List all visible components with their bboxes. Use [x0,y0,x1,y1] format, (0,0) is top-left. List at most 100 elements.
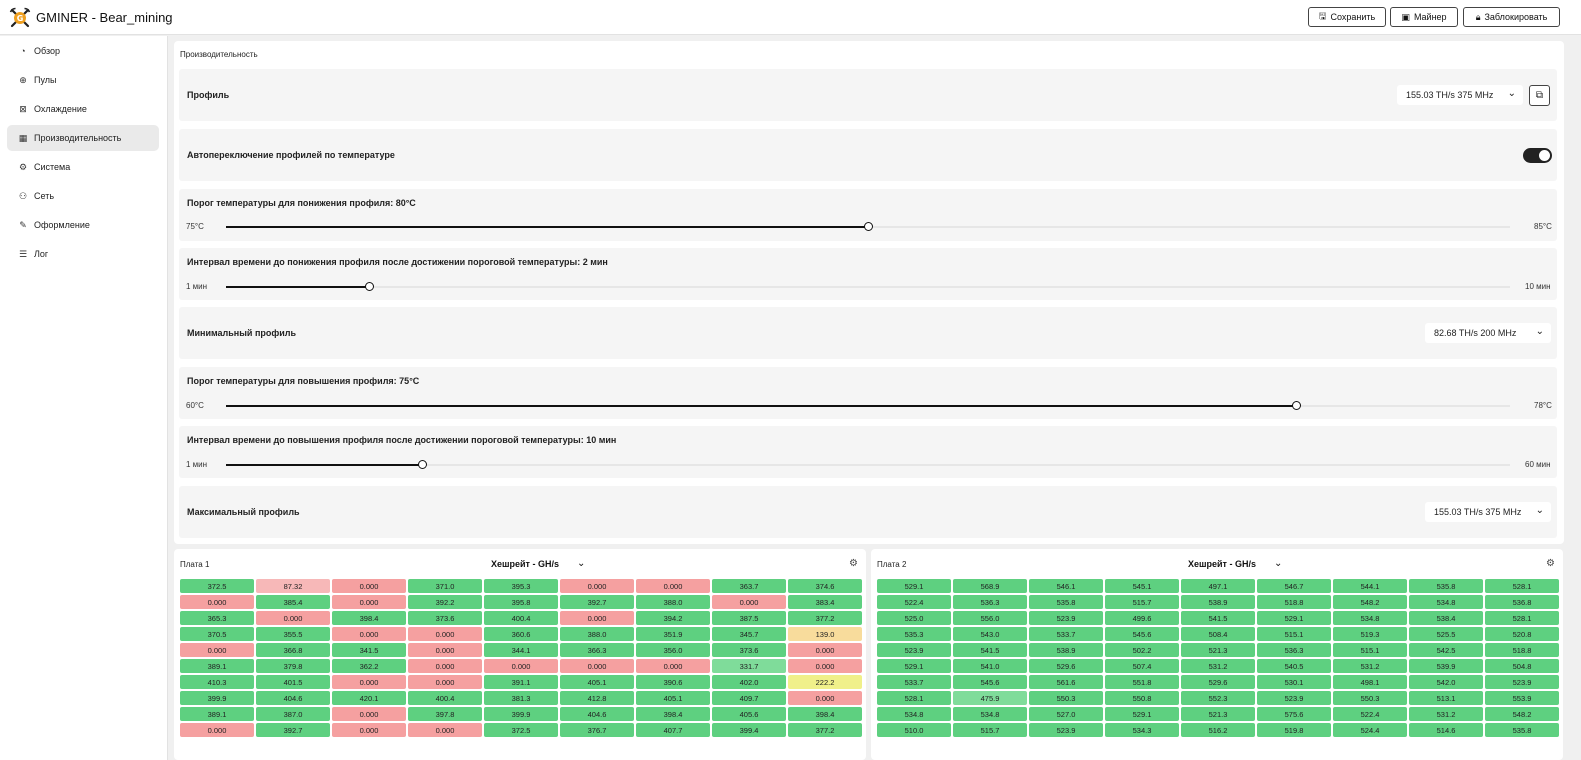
chevron-down-icon: ⌄ [576,558,586,569]
hashrate-cell: 394.2 [636,611,710,625]
miner-button[interactable]: ▣ Майнер [1390,7,1458,27]
sidebar-item-performance[interactable]: ▦ Производительность [7,125,159,151]
up-threshold-thumb[interactable] [1291,401,1301,410]
down-threshold-slider[interactable] [226,222,1510,231]
hashrate-cell: 0.000 [408,659,482,673]
hashrate-cell: 0.000 [484,659,558,673]
board-1-panel: Плата 1 Хешрейт - GH/s ⌄ ⚙ 372.5 87.32 0.0… [174,549,866,760]
board-2-title: Плата 2 [877,560,907,569]
hashrate-cell: 392.2 [408,595,482,609]
profile-select[interactable]: 155.03 TH/s 375 MHz ⌄ [1397,85,1523,105]
hashrate-cell: 541.5 [953,643,1027,657]
sidebar-item-system[interactable]: ⚙ Система [18,161,71,173]
hashrate-cell: 409.7 [712,691,786,705]
hashrate-cell: 521.3 [1181,643,1255,657]
sidebar-item-cooling[interactable]: ⊠ Охлаждение [19,103,87,115]
hashrate-cell: 222.2 [788,675,862,689]
up-threshold-slider[interactable] [226,401,1510,410]
hashrate-cell: 541.5 [1181,611,1255,625]
board-2-settings-gear-icon[interactable]: ⚙ [1546,558,1555,569]
down-interval-thumb[interactable] [364,282,374,291]
sidebar-item-log[interactable]: ☰ Лог [18,248,49,260]
hashrate-cell: 535.8 [1485,723,1559,737]
hashrate-cell: 502.2 [1105,643,1179,657]
min-profile-select[interactable]: 82.68 TH/s 200 MHz ⌄ [1425,323,1551,343]
hashrate-cell: 552.3 [1181,691,1255,705]
down-threshold-thumb[interactable] [864,222,873,231]
gear-icon: ⚙ [18,161,28,172]
hashrate-cell: 531.2 [1333,659,1407,673]
hashrate-cell: 377.2 [788,611,862,625]
hashrate-cell: 392.7 [560,595,634,609]
sidebar-item-appearance[interactable]: ✎ Оформление [19,219,90,231]
hashrate-cell: 362.2 [332,659,406,673]
hashrate-cell: 370.5 [180,627,254,641]
hashrate-cell: 529.1 [877,659,951,673]
board-1-settings-gear-icon[interactable]: ⚙ [849,558,858,569]
max-profile-select[interactable]: 155.03 TH/s 375 MHz ⌄ [1425,502,1551,522]
hashrate-cell: 546.1 [1029,579,1103,593]
hashrate-cell: 529.1 [877,579,951,593]
hashrate-cell: 561.6 [1029,675,1103,689]
hashrate-cell: 519.8 [1257,723,1331,737]
sidebar-item-overview[interactable]: ◔ Обзор [7,38,159,64]
hashrate-cell: 356.0 [636,643,710,657]
hashrate-cell: 372.5 [484,723,558,737]
up-interval-label: Интервал времени до повышения профиля по… [187,435,617,445]
hashrate-cell: 395.8 [484,595,558,609]
up-interval-slider[interactable] [226,460,1510,469]
hashrate-cell: 0.000 [332,707,406,721]
hashrate-cell: 395.3 [484,579,558,593]
hashrate-cell: 515.7 [1105,595,1179,609]
sidebar-item-pools[interactable]: ⊕ Пулы [19,74,57,86]
hashrate-cell: 365.3 [180,611,254,625]
profile-edit-button[interactable]: ⧉ [1529,85,1550,106]
hashrate-cell: 553.9 [1485,691,1559,705]
hashrate-cell: 527.0 [1029,707,1103,721]
hashrate-cell: 387.5 [712,611,786,625]
section-title: Производительность [180,50,258,59]
fan-icon: ⊠ [19,103,27,114]
hashrate-cell: 533.7 [877,675,951,689]
max-profile-row: Максимальный профиль 155.03 TH/s 375 MHz… [179,486,1557,538]
hashrate-cell: 331.7 [712,659,786,673]
hashrate-cell: 0.000 [332,723,406,737]
hashrate-cell: 0.000 [180,643,254,657]
save-button[interactable]: 🖫 Сохранить [1308,7,1386,27]
board-2-metric-select[interactable]: Хешрейт - GH/s ⌄ [1188,558,1283,569]
hashrate-cell: 544.1 [1333,579,1407,593]
hashrate-cell: 550.3 [1029,691,1103,705]
hashrate-cell: 520.8 [1485,627,1559,641]
down-interval-slider[interactable] [226,282,1510,291]
board-2-hashrate-grid: 529.1 568.9 546.1 545.1 497.1 546.7 544.1 535.8… [877,579,1559,737]
hashrate-cell: 541.0 [953,659,1027,673]
hashrate-cell: 0.000 [408,627,482,641]
sidebar-item-network[interactable]: ⚇ Сеть [18,190,55,202]
hashrate-cell: 410.3 [180,675,254,689]
up-interval-max: 60 мин [1525,460,1551,469]
hashrate-cell: 535.3 [877,627,951,641]
hashrate-cell: 405.6 [712,707,786,721]
floppy-icon: 🖫 [1318,11,1327,21]
hashrate-cell: 398.4 [636,707,710,721]
hashrate-cell: 360.6 [484,627,558,641]
lock-button[interactable]: 🔒︎ Заблокировать [1463,7,1560,27]
auto-switch-toggle[interactable] [1523,148,1552,163]
board-1-metric-select[interactable]: Хешрейт - GH/s ⌄ [491,558,586,569]
hashrate-cell: 538.9 [1181,595,1255,609]
hashrate-cell: 351.9 [636,627,710,641]
hashrate-cell: 539.9 [1409,659,1483,673]
up-interval-thumb[interactable] [418,460,428,469]
down-threshold-max: 85°C [1534,222,1552,231]
hashrate-cell: 548.2 [1485,707,1559,721]
hashrate-cell: 0.000 [332,627,406,641]
hashrate-cell: 529.1 [1105,707,1179,721]
hashrate-cell: 397.8 [408,707,482,721]
hashrate-cell: 0.000 [712,595,786,609]
edit-icon: ⧉ [1535,90,1544,101]
hashrate-cell: 540.5 [1257,659,1331,673]
dashboard-icon: ◔ [20,46,26,56]
hashrate-cell: 344.1 [484,643,558,657]
up-threshold-row: Порог температуры для повышения профиля:… [179,367,1557,419]
down-threshold-label: Порог температуры для понижения профиля:… [187,198,416,208]
